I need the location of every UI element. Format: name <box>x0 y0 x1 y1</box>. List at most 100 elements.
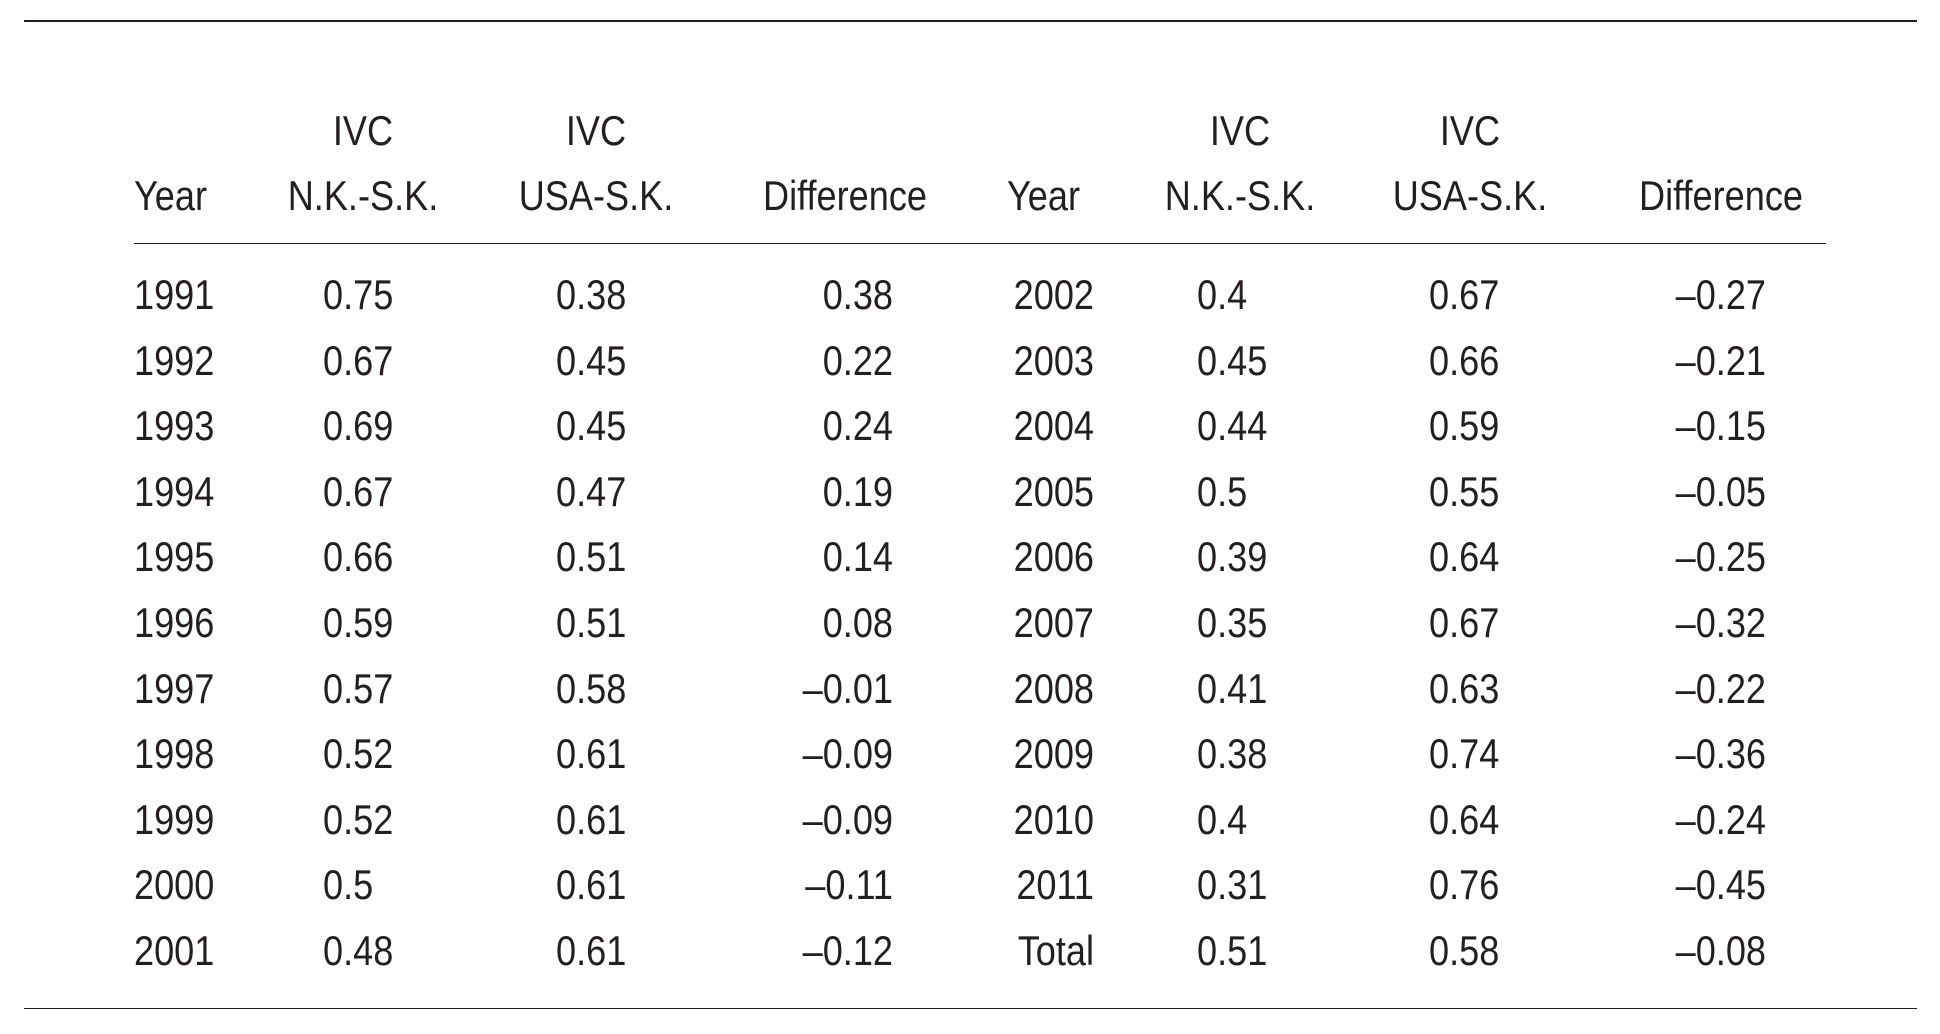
table-cell-year-right: 2003 <box>1013 337 1094 384</box>
table-cell-usa-right: 0.67 <box>1429 271 1500 318</box>
table-cell-diff-left: –0.12 <box>802 927 893 974</box>
table-cell-nk-right: 0.31 <box>1197 861 1268 908</box>
table-cell-diff-left: 0.19 <box>822 468 893 515</box>
table-cell-diff-left: –0.01 <box>802 665 893 712</box>
header-ivc-nk-top-right: IVC <box>1209 107 1271 154</box>
table-cell-diff-left: 0.38 <box>822 271 893 318</box>
table-cell-year-right: 2004 <box>1013 402 1094 449</box>
table-cell-year-right: 2008 <box>1013 665 1094 712</box>
table-cell-nk-left: 0.5 <box>323 861 374 908</box>
table-cell-nk-right: 0.39 <box>1197 533 1268 580</box>
table-cell-diff-right: –0.08 <box>1675 927 1766 974</box>
header-difference-left: Difference <box>763 172 927 219</box>
table-cell-year-left: 1994 <box>134 468 215 515</box>
header-ivc-usa-top-left: IVC <box>565 107 627 154</box>
table-cell-diff-left: –0.09 <box>802 796 893 843</box>
table-cell-diff-right: –0.36 <box>1675 730 1766 777</box>
table-cell-nk-right: 0.41 <box>1197 665 1268 712</box>
table-cell-nk-left: 0.52 <box>323 730 394 777</box>
table-cell-diff-left: –0.09 <box>802 730 893 777</box>
table-cell-diff-right: –0.22 <box>1675 665 1766 712</box>
table-cell-diff-left: –0.11 <box>805 861 893 908</box>
header-year-left: Year <box>134 172 207 219</box>
table-cell-usa-left: 0.51 <box>556 599 627 646</box>
table-cell-usa-right: 0.67 <box>1429 599 1500 646</box>
table-cell-usa-right: 0.58 <box>1429 927 1500 974</box>
table-cell-nk-left: 0.57 <box>323 665 394 712</box>
table-cell-year-right: 2009 <box>1013 730 1094 777</box>
table-cell-year-left: 1997 <box>134 665 215 712</box>
table-cell-diff-left: 0.24 <box>822 402 893 449</box>
header-rule <box>134 243 1826 244</box>
table-cell-diff-right: –0.24 <box>1675 796 1766 843</box>
table-cell-usa-left: 0.61 <box>556 927 627 974</box>
table-cell-nk-right: 0.4 <box>1197 796 1248 843</box>
table-cell-usa-left: 0.45 <box>556 402 627 449</box>
table-cell-usa-left: 0.47 <box>556 468 627 515</box>
table-cell-nk-right: 0.4 <box>1197 271 1248 318</box>
table-cell-year-right: 2011 <box>1016 861 1094 908</box>
table-cell-year-right: 2002 <box>1013 271 1094 318</box>
table-cell-year-right: 2010 <box>1013 796 1094 843</box>
table-cell-usa-right: 0.66 <box>1429 337 1500 384</box>
table-cell-diff-right: –0.27 <box>1675 271 1766 318</box>
table-cell-nk-left: 0.75 <box>323 271 394 318</box>
table-cell-nk-left: 0.48 <box>323 927 394 974</box>
table-cell-usa-left: 0.38 <box>556 271 627 318</box>
table-cell-year-right: 2006 <box>1013 533 1094 580</box>
header-ivc-nk-bottom-left: N.K.-S.K. <box>287 172 439 219</box>
header-ivc-nk-bottom-right: N.K.-S.K. <box>1164 172 1316 219</box>
table-cell-year-left: 1991 <box>134 271 215 318</box>
table-cell-year-left: 1999 <box>134 796 215 843</box>
table-cell-diff-right: –0.05 <box>1675 468 1766 515</box>
header-ivc-usa-bottom-left: USA-S.K. <box>518 172 674 219</box>
table-cell-usa-right: 0.59 <box>1429 402 1500 449</box>
header-difference-right: Difference <box>1639 172 1803 219</box>
table-cell-year-right: 2007 <box>1013 599 1094 646</box>
table-cell-nk-right: 0.45 <box>1197 337 1268 384</box>
header-ivc-usa-top-right: IVC <box>1439 107 1501 154</box>
table-cell-year-right: 2005 <box>1013 468 1094 515</box>
header-year-right: Year <box>1007 172 1080 219</box>
table-cell-diff-left: 0.08 <box>822 599 893 646</box>
table-cell-year-left: 2000 <box>134 861 215 908</box>
header-ivc-nk-top-left: IVC <box>332 107 394 154</box>
table-cell-usa-right: 0.76 <box>1429 861 1500 908</box>
table-top-rule <box>24 20 1917 22</box>
header-ivc-usa-bottom-right: USA-S.K. <box>1392 172 1548 219</box>
table-cell-diff-right: –0.32 <box>1675 599 1766 646</box>
table-cell-usa-left: 0.58 <box>556 665 627 712</box>
table-cell-nk-right: 0.38 <box>1197 730 1268 777</box>
table-cell-year-left: 1993 <box>134 402 215 449</box>
table-cell-nk-right: 0.51 <box>1197 927 1268 974</box>
table-cell-year-left: 2001 <box>134 927 215 974</box>
table-cell-diff-left: 0.14 <box>822 533 893 580</box>
table-cell-usa-left: 0.51 <box>556 533 627 580</box>
table-cell-year-right: Total <box>1017 927 1094 974</box>
table-cell-nk-left: 0.52 <box>323 796 394 843</box>
table-cell-year-left: 1992 <box>134 337 215 384</box>
table-cell-usa-right: 0.64 <box>1429 533 1500 580</box>
table-cell-nk-left: 0.59 <box>323 599 394 646</box>
table-bottom-rule <box>24 1008 1917 1009</box>
table-cell-year-left: 1996 <box>134 599 215 646</box>
table-cell-year-left: 1998 <box>134 730 215 777</box>
table-cell-usa-left: 0.61 <box>556 730 627 777</box>
table-cell-usa-left: 0.45 <box>556 337 627 384</box>
table-cell-diff-right: –0.25 <box>1675 533 1766 580</box>
table-cell-nk-right: 0.5 <box>1197 468 1248 515</box>
table-cell-nk-right: 0.35 <box>1197 599 1268 646</box>
table-cell-usa-right: 0.63 <box>1429 665 1500 712</box>
table-cell-nk-left: 0.66 <box>323 533 394 580</box>
table-cell-diff-left: 0.22 <box>822 337 893 384</box>
table-cell-diff-right: –0.21 <box>1675 337 1766 384</box>
table-cell-usa-right: 0.64 <box>1429 796 1500 843</box>
table-cell-usa-left: 0.61 <box>556 861 627 908</box>
table-cell-diff-right: –0.15 <box>1675 402 1766 449</box>
table-cell-year-left: 1995 <box>134 533 215 580</box>
table-cell-nk-right: 0.44 <box>1197 402 1268 449</box>
table-cell-nk-left: 0.67 <box>323 468 394 515</box>
table-cell-usa-right: 0.55 <box>1429 468 1500 515</box>
table-cell-usa-left: 0.61 <box>556 796 627 843</box>
table-cell-diff-right: –0.45 <box>1675 861 1766 908</box>
